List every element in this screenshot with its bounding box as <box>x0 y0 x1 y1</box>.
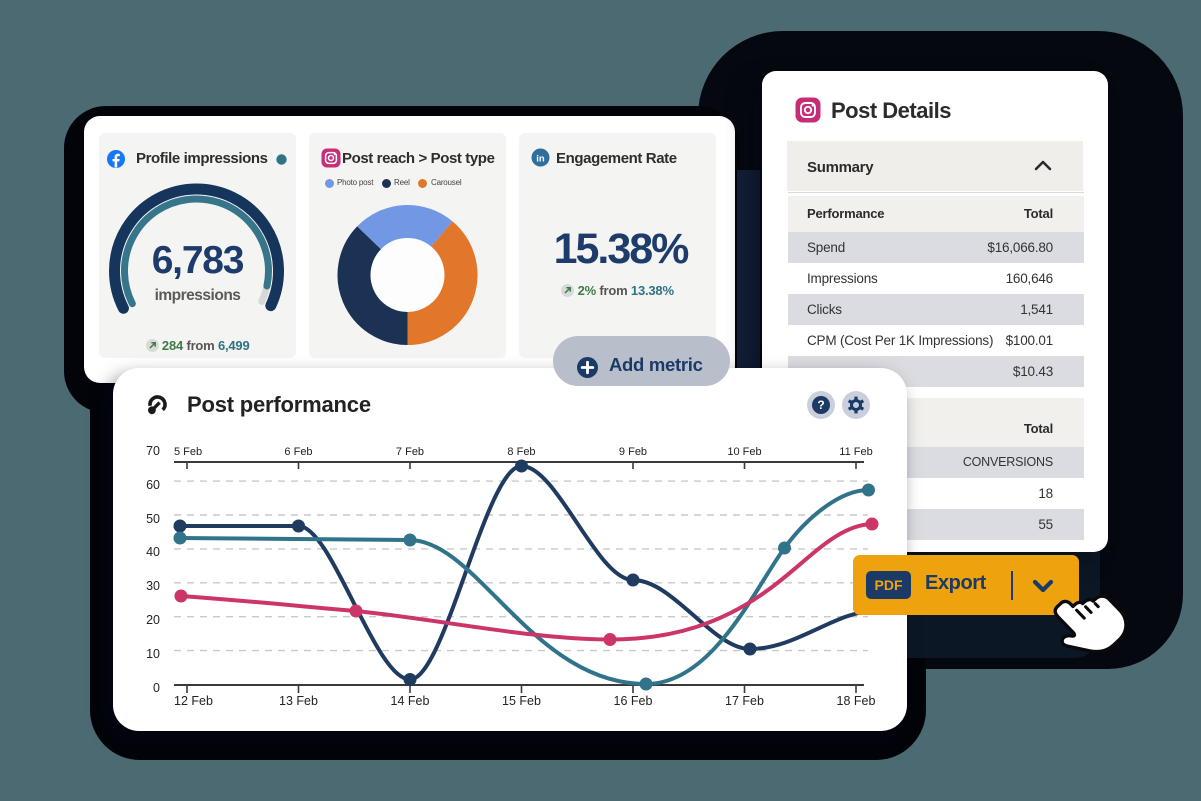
svg-text:0: 0 <box>153 681 160 695</box>
svg-text:11 Feb: 11 Feb <box>839 446 872 458</box>
svg-text:16 Feb: 16 Feb <box>614 694 653 708</box>
svg-text:18 Feb: 18 Feb <box>837 694 876 708</box>
svg-text:7 Feb: 7 Feb <box>396 446 424 458</box>
svg-text:14 Feb: 14 Feb <box>391 694 430 708</box>
svg-text:8 Feb: 8 Feb <box>507 446 535 458</box>
svg-text:20: 20 <box>146 613 160 627</box>
svg-text:60: 60 <box>146 478 160 492</box>
svg-text:10 Feb: 10 Feb <box>727 446 761 458</box>
svg-text:13 Feb: 13 Feb <box>279 694 318 708</box>
svg-text:70: 70 <box>146 444 160 458</box>
svg-text:17 Feb: 17 Feb <box>725 694 764 708</box>
svg-text:30: 30 <box>146 579 160 593</box>
svg-text:6 Feb: 6 Feb <box>284 446 312 458</box>
svg-text:9 Feb: 9 Feb <box>619 446 647 458</box>
svg-text:in: in <box>536 153 545 164</box>
svg-text:15 Feb: 15 Feb <box>502 694 541 708</box>
svg-text:5 Feb: 5 Feb <box>174 446 202 458</box>
svg-text:10: 10 <box>146 647 160 661</box>
svg-text:12 Feb: 12 Feb <box>174 694 213 708</box>
svg-text:50: 50 <box>146 512 160 526</box>
svg-text:40: 40 <box>146 545 160 559</box>
